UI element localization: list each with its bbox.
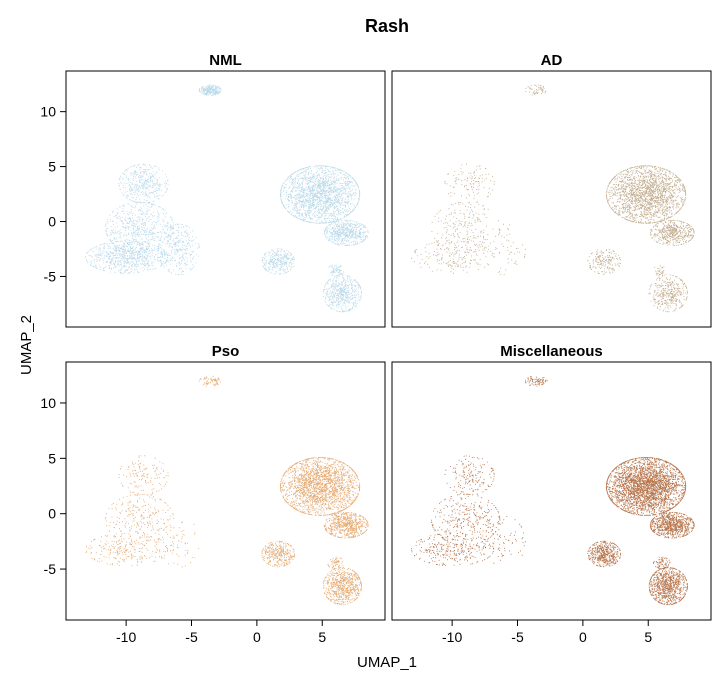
cluster-left-tail bbox=[157, 223, 200, 276]
cluster-bottom-right bbox=[322, 274, 362, 313]
cluster-left-tail bbox=[157, 519, 200, 568]
panel-points bbox=[411, 84, 695, 313]
cluster-left-upper bbox=[444, 455, 495, 495]
cluster-left-lower bbox=[411, 533, 494, 566]
cluster-top-island bbox=[525, 84, 547, 96]
cluster-bottom-right-tail bbox=[328, 264, 344, 277]
panel-pso: Pso 10 5 0 -5 -10 -5 0 5 bbox=[40, 343, 386, 645]
y-axis-label: UMAP_2 bbox=[18, 315, 35, 375]
chart-title: Rash bbox=[365, 16, 409, 36]
panel-title: AD bbox=[541, 52, 563, 69]
cluster-left-mid bbox=[105, 493, 175, 545]
x-tick-label: 5 bbox=[318, 629, 326, 645]
panel-points bbox=[85, 84, 369, 313]
x-tick-label: 0 bbox=[253, 629, 261, 645]
y-tick-label: 0 bbox=[48, 214, 56, 230]
cluster-mid-small bbox=[261, 540, 296, 568]
x-tick-label: -10 bbox=[442, 629, 462, 645]
x-tick-label: -5 bbox=[185, 629, 198, 645]
y-tick-label: 0 bbox=[48, 506, 56, 522]
cluster-left-mid bbox=[431, 493, 501, 546]
y-tick-label: 10 bbox=[40, 395, 56, 411]
cluster-left-mid bbox=[431, 201, 501, 254]
panel-frame bbox=[391, 361, 712, 621]
cluster-left-lower bbox=[411, 240, 494, 274]
y-tick-label: 10 bbox=[40, 104, 56, 120]
cluster-right-lower-arm bbox=[323, 219, 369, 246]
cluster-top-island bbox=[198, 375, 221, 387]
cluster-left-tail bbox=[484, 516, 526, 564]
y-tick-label: 5 bbox=[48, 159, 56, 175]
panel-ad: AD bbox=[391, 52, 712, 328]
cluster-right-lower-arm bbox=[323, 512, 369, 539]
y-tick-label: 5 bbox=[48, 450, 56, 466]
panel-title: Miscellaneous bbox=[500, 343, 603, 360]
x-tick-label: 0 bbox=[579, 629, 587, 645]
cluster-top-island bbox=[525, 376, 548, 387]
panel-nml: NML 10 5 0 -5 bbox=[40, 52, 386, 328]
cluster-right-lower-arm bbox=[649, 512, 695, 539]
cluster-left-lower bbox=[85, 240, 168, 274]
cluster-left-lower bbox=[85, 532, 168, 567]
cluster-left-upper bbox=[118, 163, 169, 204]
cluster-right-main bbox=[280, 457, 361, 516]
panel-frame bbox=[391, 70, 712, 328]
cluster-right-main bbox=[280, 165, 361, 224]
cluster-mid-small bbox=[587, 249, 621, 275]
cluster-right-lower-arm bbox=[649, 219, 695, 246]
panel-points bbox=[411, 376, 695, 606]
cluster-top-island bbox=[198, 84, 222, 96]
y-tick-label: -5 bbox=[44, 561, 57, 577]
cluster-right-main bbox=[606, 457, 687, 516]
cluster-right-main bbox=[606, 165, 687, 224]
panel-title: Pso bbox=[212, 343, 240, 360]
x-tick-label: -5 bbox=[511, 629, 524, 645]
cluster-bottom-right-tail bbox=[653, 556, 671, 569]
panel-frame bbox=[65, 361, 386, 621]
cluster-bottom-right bbox=[648, 274, 688, 313]
cluster-mid-small bbox=[261, 248, 295, 275]
x-tick-label: -10 bbox=[116, 629, 136, 645]
cluster-mid-small bbox=[587, 540, 622, 568]
cluster-left-upper bbox=[444, 163, 495, 204]
cluster-bottom-right-tail bbox=[327, 556, 344, 569]
x-axis-label: UMAP_1 bbox=[357, 654, 417, 671]
cluster-left-tail bbox=[486, 223, 526, 276]
cluster-left-mid bbox=[105, 201, 175, 254]
y-tick-label: -5 bbox=[44, 268, 57, 284]
panel-points bbox=[85, 375, 369, 606]
cluster-bottom-right bbox=[648, 567, 688, 606]
cluster-bottom-right bbox=[322, 567, 362, 606]
cluster-left-upper bbox=[118, 455, 169, 496]
panel-miscellaneous: Miscellaneous -10 -5 0 5 bbox=[391, 343, 712, 645]
panel-frame bbox=[65, 70, 386, 328]
cluster-bottom-right-tail bbox=[654, 265, 667, 277]
x-tick-label: 5 bbox=[644, 629, 652, 645]
panel-title: NML bbox=[209, 52, 242, 69]
